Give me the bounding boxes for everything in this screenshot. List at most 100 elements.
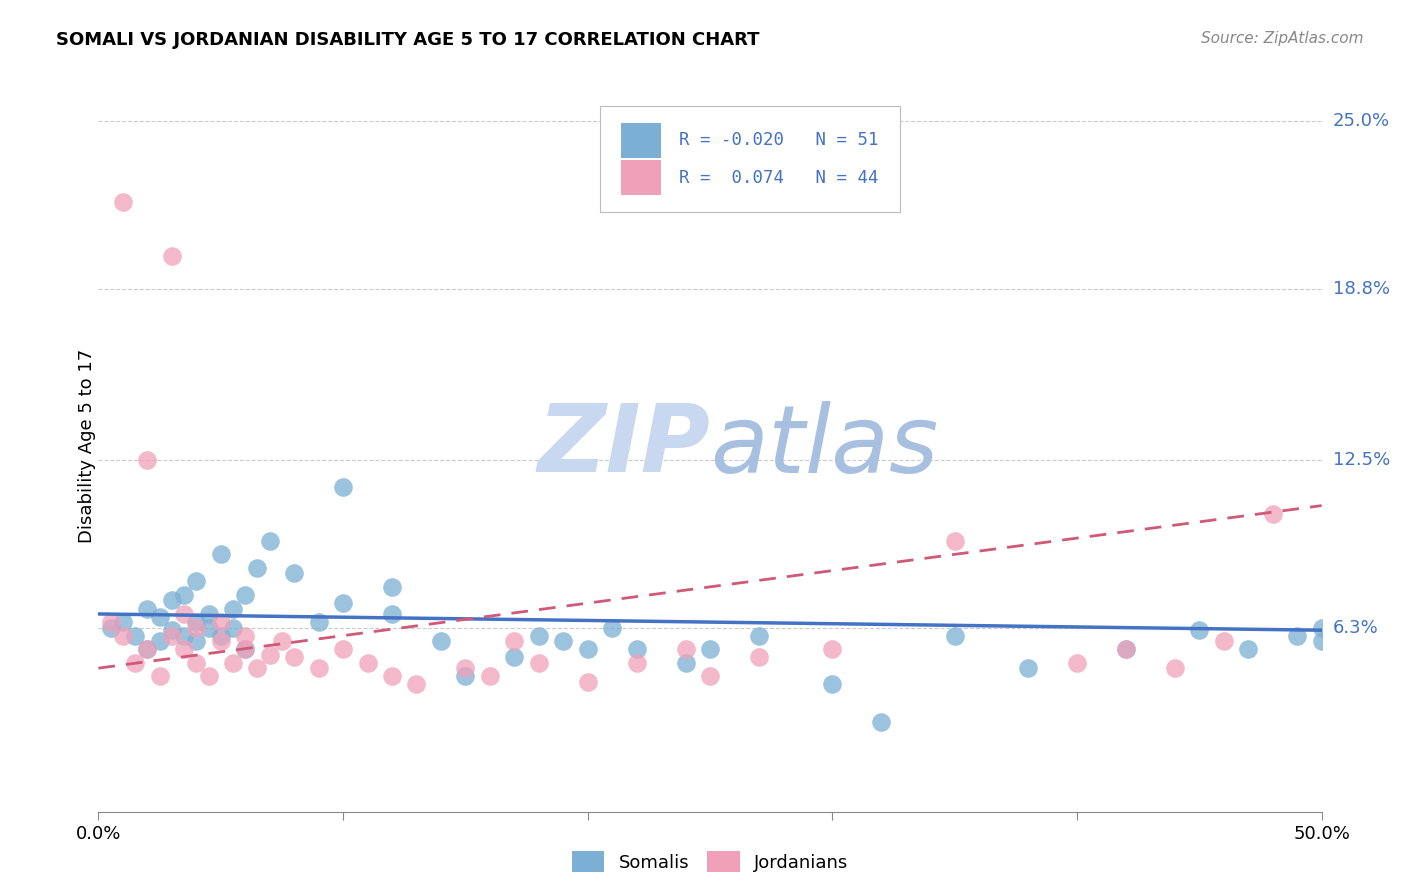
Point <box>381 607 404 621</box>
Point <box>111 629 134 643</box>
Point <box>626 656 648 670</box>
Point <box>233 588 256 602</box>
Point <box>1066 656 1088 670</box>
Point <box>821 677 844 691</box>
Point <box>186 574 208 589</box>
Point <box>124 629 146 643</box>
Point <box>332 596 354 610</box>
Point <box>553 634 575 648</box>
Point <box>173 629 195 643</box>
FancyBboxPatch shape <box>600 106 900 212</box>
Point <box>748 629 770 643</box>
Point <box>308 661 330 675</box>
Text: ZIP: ZIP <box>537 400 710 492</box>
Text: 18.8%: 18.8% <box>1333 280 1389 298</box>
Point <box>1310 634 1333 648</box>
Y-axis label: Disability Age 5 to 17: Disability Age 5 to 17 <box>79 349 96 543</box>
Point <box>1017 661 1039 675</box>
Point <box>381 669 404 683</box>
Point <box>283 650 305 665</box>
Point <box>332 480 354 494</box>
Text: 25.0%: 25.0% <box>1333 112 1391 130</box>
Point <box>160 629 183 643</box>
Point <box>1115 642 1137 657</box>
Text: 12.5%: 12.5% <box>1333 450 1391 468</box>
Point <box>503 650 526 665</box>
Point <box>136 642 159 657</box>
Point <box>1188 624 1211 638</box>
Point <box>246 561 269 575</box>
Point <box>576 642 599 657</box>
Point <box>1212 634 1234 648</box>
Point <box>870 715 893 730</box>
Point <box>173 588 195 602</box>
Legend: Somalis, Jordanians: Somalis, Jordanians <box>564 844 856 880</box>
Point <box>405 677 427 691</box>
Point <box>160 249 183 263</box>
Point <box>173 642 195 657</box>
Point <box>748 650 770 665</box>
Point <box>233 629 256 643</box>
Point <box>197 669 219 683</box>
Point <box>1286 629 1309 643</box>
Text: 6.3%: 6.3% <box>1333 618 1378 637</box>
Point <box>149 634 172 648</box>
Point <box>209 629 232 643</box>
Point <box>527 629 550 643</box>
Point <box>503 634 526 648</box>
Point <box>160 593 183 607</box>
Text: SOMALI VS JORDANIAN DISABILITY AGE 5 TO 17 CORRELATION CHART: SOMALI VS JORDANIAN DISABILITY AGE 5 TO … <box>56 31 759 49</box>
Point <box>100 615 122 629</box>
Point <box>136 452 159 467</box>
Point <box>943 629 966 643</box>
FancyBboxPatch shape <box>620 160 661 195</box>
Point <box>527 656 550 670</box>
Point <box>209 634 232 648</box>
Point <box>233 642 256 657</box>
Point <box>209 547 232 561</box>
Text: R =  0.074   N = 44: R = 0.074 N = 44 <box>679 169 879 186</box>
Point <box>356 656 378 670</box>
Text: atlas: atlas <box>710 401 938 491</box>
Point <box>600 620 623 634</box>
Point <box>222 620 245 634</box>
Point <box>308 615 330 629</box>
Point <box>699 642 721 657</box>
Point <box>222 656 245 670</box>
Point <box>197 607 219 621</box>
Point <box>430 634 453 648</box>
Text: R = -0.020   N = 51: R = -0.020 N = 51 <box>679 131 879 149</box>
Point <box>381 580 404 594</box>
Point <box>149 669 172 683</box>
Point <box>259 648 281 662</box>
Text: Source: ZipAtlas.com: Source: ZipAtlas.com <box>1201 31 1364 46</box>
Point <box>454 661 477 675</box>
Point <box>1261 507 1284 521</box>
Point <box>111 195 134 210</box>
Point <box>576 674 599 689</box>
Point <box>222 601 245 615</box>
Point <box>136 601 159 615</box>
Point <box>1115 642 1137 657</box>
Point <box>454 669 477 683</box>
Point <box>478 669 501 683</box>
FancyBboxPatch shape <box>620 123 661 158</box>
Point <box>332 642 354 657</box>
Point <box>173 607 195 621</box>
Point <box>283 566 305 581</box>
Point <box>1310 620 1333 634</box>
Point <box>186 656 208 670</box>
Point <box>233 642 256 657</box>
Point <box>209 615 232 629</box>
Point <box>943 533 966 548</box>
Point <box>149 609 172 624</box>
Point <box>160 624 183 638</box>
Point <box>675 642 697 657</box>
Point <box>1164 661 1187 675</box>
Point <box>197 620 219 634</box>
Point <box>186 615 208 629</box>
Point <box>270 634 294 648</box>
Point <box>699 669 721 683</box>
Point <box>124 656 146 670</box>
Point <box>100 620 122 634</box>
